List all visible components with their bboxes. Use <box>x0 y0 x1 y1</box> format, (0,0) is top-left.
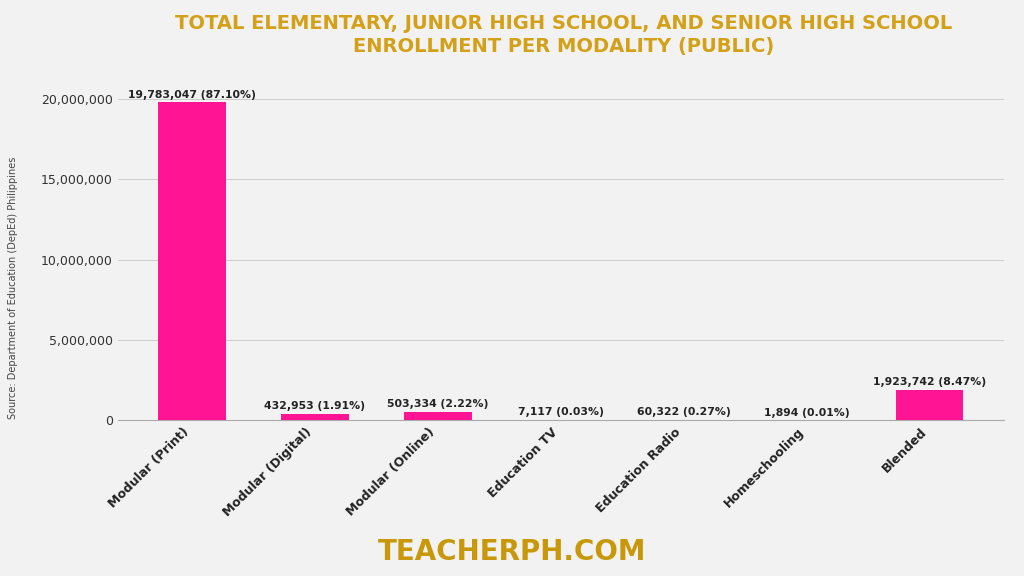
Text: 7,117 (0.03%): 7,117 (0.03%) <box>518 407 603 418</box>
Text: 1,894 (0.01%): 1,894 (0.01%) <box>764 408 849 418</box>
Text: 19,783,047 (87.10%): 19,783,047 (87.10%) <box>128 90 256 100</box>
Text: ENROLLMENT PER MODALITY (PUBLIC): ENROLLMENT PER MODALITY (PUBLIC) <box>352 37 774 56</box>
Text: 60,322 (0.27%): 60,322 (0.27%) <box>637 407 730 416</box>
Bar <box>281 414 348 420</box>
Text: TOTAL ELEMENTARY, JUNIOR HIGH SCHOOL, AND SENIOR HIGH SCHOOL: TOTAL ELEMENTARY, JUNIOR HIGH SCHOOL, AN… <box>174 14 952 33</box>
Bar <box>650 419 718 420</box>
Text: 1,923,742 (8.47%): 1,923,742 (8.47%) <box>872 377 986 386</box>
Text: 503,334 (2.22%): 503,334 (2.22%) <box>387 400 488 410</box>
Text: Source: Department of Education (DepEd) Philippines: Source: Department of Education (DepEd) … <box>8 157 18 419</box>
Bar <box>158 103 225 420</box>
Text: 432,953 (1.91%): 432,953 (1.91%) <box>264 401 366 411</box>
Bar <box>896 389 964 420</box>
Bar <box>403 412 471 420</box>
Text: TEACHERPH.COM: TEACHERPH.COM <box>378 537 646 566</box>
